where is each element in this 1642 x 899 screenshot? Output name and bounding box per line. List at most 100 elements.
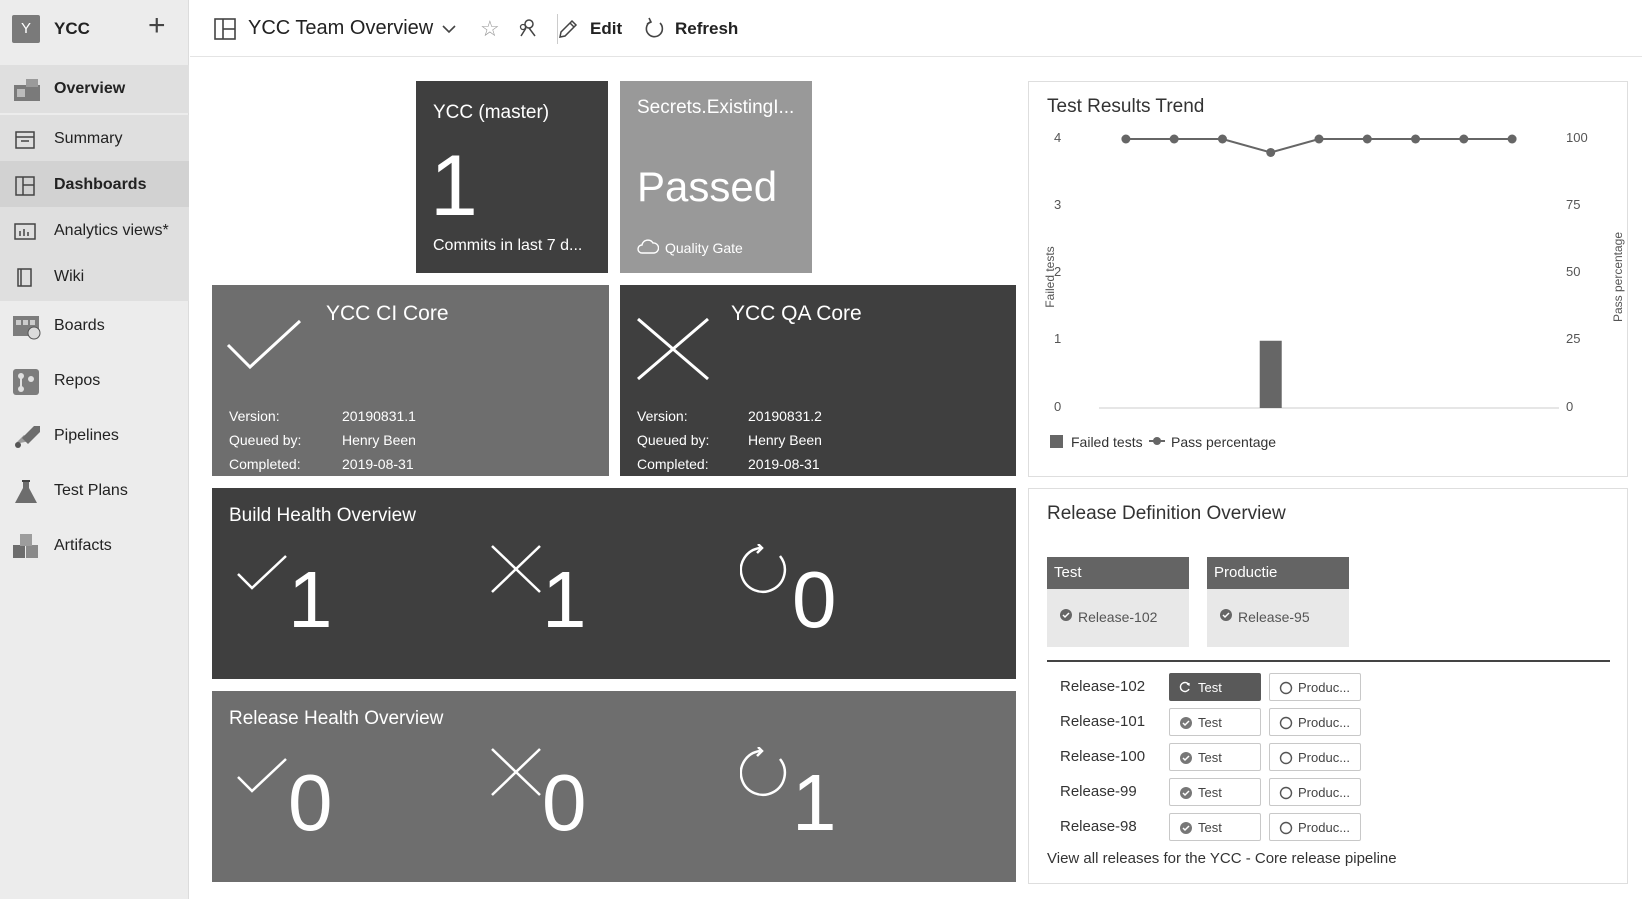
refresh-icon	[645, 17, 664, 38]
pass-percentage-point[interactable]	[1362, 134, 1372, 144]
trend-chart-canvas	[1099, 134, 1559, 409]
team-members-icon[interactable]	[518, 18, 538, 38]
sidebar-item-pipelines[interactable]: Pipelines	[0, 412, 189, 460]
project-name[interactable]: YCC	[54, 19, 90, 38]
plus-icon[interactable]: +	[148, 9, 166, 42]
sidebar-item-analytics-views[interactable]: Analytics views*	[0, 207, 189, 255]
widget-title: Secrets.ExistingI...	[637, 97, 795, 118]
sidebar-item-wiki[interactable]: Wiki	[0, 253, 189, 301]
pass-percentage-point[interactable]	[1507, 134, 1517, 144]
queued-by-label: Queued by:	[637, 432, 710, 448]
release-name[interactable]: Release-99	[1060, 783, 1137, 800]
stage-test-button[interactable]: Test	[1169, 673, 1261, 701]
legend-pass-percentage[interactable]: Pass percentage	[1171, 434, 1277, 450]
sidebar-item-dashboards[interactable]: Dashboards	[0, 161, 189, 209]
stage-productie-button[interactable]: Produc...	[1269, 778, 1361, 806]
commits-widget[interactable]: YCC (master) 1 Commits in last 7 d...	[416, 81, 608, 273]
succeeded-count: 0	[288, 758, 333, 847]
pass-percentage-point[interactable]	[1217, 134, 1227, 144]
stage-label: Test	[1198, 785, 1222, 800]
stage-test-button[interactable]: Test	[1169, 708, 1261, 736]
environment-card-productie[interactable]: Productie Release-95	[1207, 557, 1349, 647]
stage-productie-button[interactable]: Produc...	[1269, 813, 1361, 841]
sidebar-item-label: Test Plans	[54, 482, 128, 499]
environment-name: Test	[1047, 557, 1189, 589]
stage-productie-button[interactable]: Produc...	[1269, 743, 1361, 771]
chevron-down-icon[interactable]	[442, 24, 456, 34]
environment-card-test[interactable]: Test Release-102	[1047, 557, 1189, 647]
pass-percentage-point[interactable]	[1314, 134, 1324, 144]
widget-title: Build Health Overview	[229, 505, 416, 526]
pass-percentage-point[interactable]	[1121, 134, 1131, 144]
release-health-widget[interactable]: Release Health Overview 0 0 1	[212, 691, 1016, 882]
release-name[interactable]: Release-102	[1060, 678, 1146, 695]
widget-title: Release Definition Overview	[1047, 503, 1286, 524]
dashboard-title[interactable]: YCC Team Overview	[248, 17, 434, 39]
sidebar-item-boards[interactable]: Boards	[0, 302, 189, 350]
left-tick-label: 4	[1054, 130, 1062, 145]
qa-core-build-widget[interactable]: YCC QA Core Version: 20190831.2 Queued b…	[620, 285, 1016, 476]
left-tick-label: 0	[1054, 399, 1062, 414]
sidebar-item-repos[interactable]: Repos	[0, 357, 189, 405]
pencil-icon	[559, 19, 578, 38]
right-tick-label: 25	[1566, 331, 1581, 346]
failed-tests-bar[interactable]	[1259, 340, 1282, 408]
pass-percentage-point[interactable]	[1459, 134, 1469, 144]
checkmark-icon	[237, 555, 287, 590]
checkmark-icon	[237, 758, 287, 793]
pass-percentage-point[interactable]	[1169, 134, 1179, 144]
version-label: Version:	[637, 408, 688, 424]
stage-label: Test	[1198, 820, 1222, 835]
cross-icon	[637, 317, 709, 381]
stage-label: Produc...	[1298, 785, 1351, 800]
pipelines-icon	[15, 426, 40, 448]
succeeded-icon	[1180, 752, 1192, 764]
sidebar-item-summary[interactable]: Summary	[0, 115, 189, 163]
stage-productie-button[interactable]: Produc...	[1269, 673, 1361, 701]
commits-caption: Commits in last 7 d...	[433, 237, 583, 254]
legend-failed-tests[interactable]: Failed tests	[1071, 434, 1143, 450]
version-label: Version:	[229, 408, 280, 424]
cross-icon	[491, 545, 541, 593]
sidebar-item-label: Wiki	[54, 268, 85, 285]
sidebar-item-label: Boards	[54, 317, 105, 334]
dashboard-icon	[214, 18, 236, 40]
ci-core-build-widget[interactable]: YCC CI Core Version: 20190831.1 Queued b…	[212, 285, 609, 476]
build-health-widget[interactable]: Build Health Overview 1 1 0	[212, 488, 1016, 679]
commit-count: 1	[430, 138, 478, 234]
project-avatar[interactable]: Y	[12, 15, 40, 43]
pass-percentage-point[interactable]	[1411, 134, 1421, 144]
release-name[interactable]: Release-101	[1060, 713, 1146, 730]
quality-gate-widget[interactable]: Secrets.ExistingI... Passed Quality Gate	[620, 81, 812, 273]
sidebar-item-label: Pipelines	[54, 427, 119, 444]
analytics-icon	[14, 223, 36, 240]
right-tick-label: 75	[1566, 197, 1581, 212]
view-all-releases-link[interactable]: View all releases for the YCC - Core rel…	[1047, 850, 1397, 867]
legend-bar-swatch	[1050, 435, 1063, 448]
sidebar-item-artifacts[interactable]: Artifacts	[0, 522, 189, 570]
sidebar-item-test-plans[interactable]: Test Plans	[0, 467, 189, 515]
stage-test-button[interactable]: Test	[1169, 813, 1261, 841]
legend-line-swatch	[1149, 437, 1165, 445]
stage-productie-button[interactable]: Produc...	[1269, 708, 1361, 736]
favorite-star-icon[interactable]: ☆	[480, 16, 500, 41]
pending-circle-icon	[1279, 751, 1293, 765]
test-results-trend-widget[interactable]: Test Results Trend 4 3 2 1 0 100 75 50 2…	[1028, 81, 1628, 477]
release-definition-overview-widget[interactable]: Release Definition Overview Test Release…	[1028, 488, 1628, 884]
completed-value: 2019-08-31	[748, 456, 820, 472]
dashboards-icon	[15, 176, 35, 196]
stage-test-button[interactable]: Test	[1169, 778, 1261, 806]
edit-button[interactable]: Edit	[557, 16, 647, 42]
quality-status: Passed	[637, 163, 778, 210]
sidebar-item-overview[interactable]: Overview	[0, 65, 189, 113]
left-tick-label: 2	[1054, 264, 1062, 279]
stage-test-button[interactable]: Test	[1169, 743, 1261, 771]
refresh-button[interactable]: Refresh	[642, 16, 752, 42]
release-name[interactable]: Release-98	[1060, 818, 1137, 835]
completed-value: 2019-08-31	[342, 456, 414, 472]
sidebar-item-label: Repos	[54, 372, 101, 389]
pass-percentage-point[interactable]	[1266, 147, 1276, 157]
queued-by-value: Henry Been	[342, 432, 416, 448]
release-name[interactable]: Release-100	[1060, 748, 1146, 765]
wiki-icon	[17, 268, 32, 287]
